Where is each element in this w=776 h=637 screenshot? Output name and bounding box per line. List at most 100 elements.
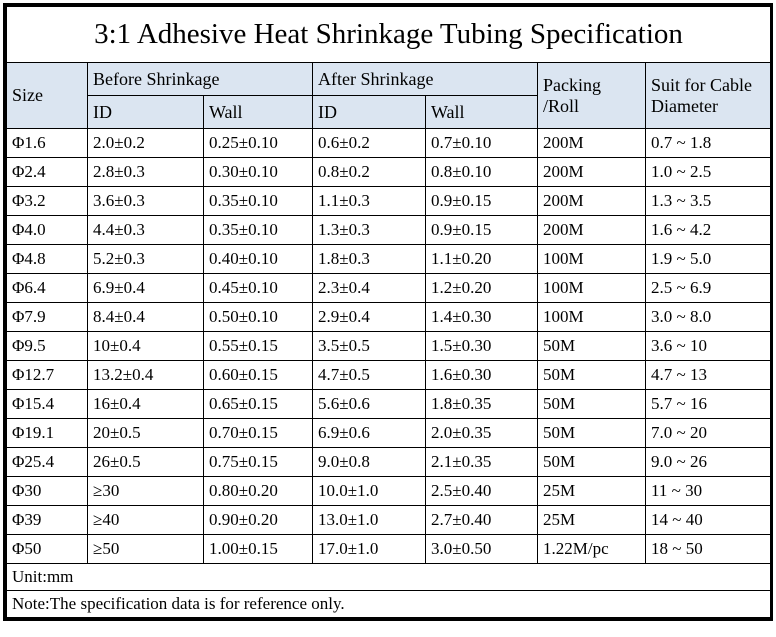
table-row: Φ9.5 10±0.4 0.55±0.15 3.5±0.5 1.5±0.30 50M 3.6…: [6, 331, 772, 361]
unit-note: Unit:mm: [5, 563, 772, 591]
cable-diameter-cell: 7.0 ~ 20: [644, 418, 772, 448]
before-wall-cell: 1.00±0.15: [203, 534, 313, 564]
table-row: Φ50 ≥50 1.00±0.15 17.0±1.0 3.0±0.50 1.22M/pc 1…: [6, 534, 772, 564]
after-id-cell: 13.0±1.0: [312, 505, 426, 535]
after-wall-cell: 1.5±0.30: [425, 331, 538, 361]
before-id-cell: 26±0.5: [87, 447, 204, 477]
packing-cell: 200M: [537, 186, 646, 216]
packing-cell: 200M: [537, 157, 646, 187]
cable-diameter-cell: 9.0 ~ 26: [644, 447, 772, 477]
after-id-cell: 9.0±0.8: [312, 447, 426, 477]
after-wall-cell: 2.5±0.40: [425, 476, 538, 506]
after-wall-cell: 1.8±0.35: [425, 389, 538, 419]
col-header-before-id: ID: [87, 95, 204, 129]
after-wall-cell: 1.4±0.30: [425, 302, 538, 332]
table-row: Φ15.4 16±0.4 0.65±0.15 5.6±0.6 1.8±0.35 50M 5.…: [6, 389, 772, 419]
size-cell: Φ15.4: [6, 389, 88, 419]
unit-row: Unit:mm: [5, 563, 772, 591]
after-wall-cell: 1.6±0.30: [425, 360, 538, 390]
cable-diameter-cell: 11 ~ 30: [644, 476, 772, 506]
before-id-cell: 2.0±0.2: [87, 128, 204, 158]
after-id-cell: 4.7±0.5: [312, 360, 426, 390]
col-header-packing-roll: Packing /Roll: [537, 62, 646, 129]
before-wall-cell: 0.90±0.20: [203, 505, 313, 535]
after-id-cell: 2.3±0.4: [312, 273, 426, 303]
before-id-cell: 20±0.5: [87, 418, 204, 448]
packing-cell: 50M: [537, 360, 646, 390]
packing-cell: 100M: [537, 302, 646, 332]
after-wall-cell: 0.8±0.10: [425, 157, 538, 187]
table-row: Φ4.8 5.2±0.3 0.40±0.10 1.8±0.3 1.1±0.20 100M 1…: [6, 244, 772, 274]
size-cell: Φ25.4: [6, 447, 88, 477]
after-id-cell: 0.6±0.2: [312, 128, 426, 158]
cable-diameter-cell: 0.7 ~ 1.8: [644, 128, 772, 158]
table-row: Φ4.0 4.4±0.3 0.35±0.10 1.3±0.3 0.9±0.15 200M 1…: [6, 215, 772, 245]
before-wall-cell: 0.70±0.15: [203, 418, 313, 448]
spec-table-head: 3:1 Adhesive Heat Shrinkage Tubing Speci…: [5, 6, 772, 129]
after-id-cell: 1.3±0.3: [312, 215, 426, 245]
size-cell: Φ4.0: [6, 215, 88, 245]
size-cell: Φ1.6: [6, 128, 88, 158]
size-cell: Φ9.5: [6, 331, 88, 361]
after-id-cell: 17.0±1.0: [312, 534, 426, 564]
packing-cell: 100M: [537, 273, 646, 303]
col-header-suit-cable-diameter: Suit for Cable Diameter: [644, 62, 772, 129]
title-row: 3:1 Adhesive Heat Shrinkage Tubing Speci…: [5, 6, 772, 63]
before-wall-cell: 0.75±0.15: [203, 447, 313, 477]
table-row: Φ2.4 2.8±0.3 0.30±0.10 0.8±0.2 0.8±0.10 200M 1…: [6, 157, 772, 187]
before-id-cell: 2.8±0.3: [87, 157, 204, 187]
before-id-cell: 5.2±0.3: [87, 244, 204, 274]
page-title: 3:1 Adhesive Heat Shrinkage Tubing Speci…: [5, 6, 772, 63]
col-header-before-shrinkage: Before Shrinkage: [87, 62, 313, 96]
packing-cell: 50M: [537, 447, 646, 477]
col-header-after-wall: Wall: [425, 95, 538, 129]
packing-cell: 25M: [537, 505, 646, 535]
before-wall-cell: 0.60±0.15: [203, 360, 313, 390]
table-row: Φ19.1 20±0.5 0.70±0.15 6.9±0.6 2.0±0.35 50M 7.…: [6, 418, 772, 448]
size-cell: Φ2.4: [6, 157, 88, 187]
col-header-size: Size: [6, 62, 88, 129]
cable-diameter-cell: 18 ~ 50: [644, 534, 772, 564]
table-row: Φ6.4 6.9±0.4 0.45±0.10 2.3±0.4 1.2±0.20 100M 2…: [6, 273, 772, 303]
header-row-groups: Size Before Shrinkage After Shrinkage Pa…: [6, 62, 772, 129]
size-cell: Φ3.2: [6, 186, 88, 216]
reference-note: Note:The specification data is for refer…: [5, 590, 772, 618]
note-row: Note:The specification data is for refer…: [5, 590, 772, 618]
cable-diameter-cell: 14 ~ 40: [644, 505, 772, 535]
after-wall-cell: 0.9±0.15: [425, 215, 538, 245]
cable-diameter-cell: 5.7 ~ 16: [644, 389, 772, 419]
after-wall-cell: 0.7±0.10: [425, 128, 538, 158]
packing-cell: 100M: [537, 244, 646, 274]
before-wall-cell: 0.25±0.10: [203, 128, 313, 158]
after-id-cell: 3.5±0.5: [312, 331, 426, 361]
before-wall-cell: 0.30±0.10: [203, 157, 313, 187]
before-id-cell: 3.6±0.3: [87, 186, 204, 216]
packing-cell: 50M: [537, 331, 646, 361]
packing-cell: 50M: [537, 389, 646, 419]
before-id-cell: 8.4±0.4: [87, 302, 204, 332]
size-cell: Φ19.1: [6, 418, 88, 448]
table-row: Φ25.4 26±0.5 0.75±0.15 9.0±0.8 2.1±0.35 50M 9.…: [6, 447, 772, 477]
after-wall-cell: 3.0±0.50: [425, 534, 538, 564]
before-id-cell: ≥30: [87, 476, 204, 506]
before-wall-cell: 0.55±0.15: [203, 331, 313, 361]
spec-sheet: 3:1 Adhesive Heat Shrinkage Tubing Speci…: [3, 3, 773, 621]
spec-table-foot: Unit:mm Note:The specification data is f…: [5, 563, 772, 618]
size-cell: Φ30: [6, 476, 88, 506]
before-id-cell: 13.2±0.4: [87, 360, 204, 390]
size-cell: Φ4.8: [6, 244, 88, 274]
after-wall-cell: 2.0±0.35: [425, 418, 538, 448]
packing-cell: 200M: [537, 128, 646, 158]
col-header-after-shrinkage: After Shrinkage: [312, 62, 538, 96]
table-row: Φ3.2 3.6±0.3 0.35±0.10 1.1±0.3 0.9±0.15 200M 1…: [6, 186, 772, 216]
after-wall-cell: 1.2±0.20: [425, 273, 538, 303]
table-row: Φ12.7 13.2±0.4 0.60±0.15 4.7±0.5 1.6±0.30 50M…: [6, 360, 772, 390]
before-wall-cell: 0.45±0.10: [203, 273, 313, 303]
table-row: Φ39 ≥40 0.90±0.20 13.0±1.0 2.7±0.40 25M 14 ~ 4…: [6, 505, 772, 535]
before-wall-cell: 0.40±0.10: [203, 244, 313, 274]
size-cell: Φ6.4: [6, 273, 88, 303]
after-wall-cell: 2.7±0.40: [425, 505, 538, 535]
cable-diameter-cell: 3.6 ~ 10: [644, 331, 772, 361]
cable-diameter-cell: 3.0 ~ 8.0: [644, 302, 772, 332]
cable-diameter-cell: 1.6 ~ 4.2: [644, 215, 772, 245]
